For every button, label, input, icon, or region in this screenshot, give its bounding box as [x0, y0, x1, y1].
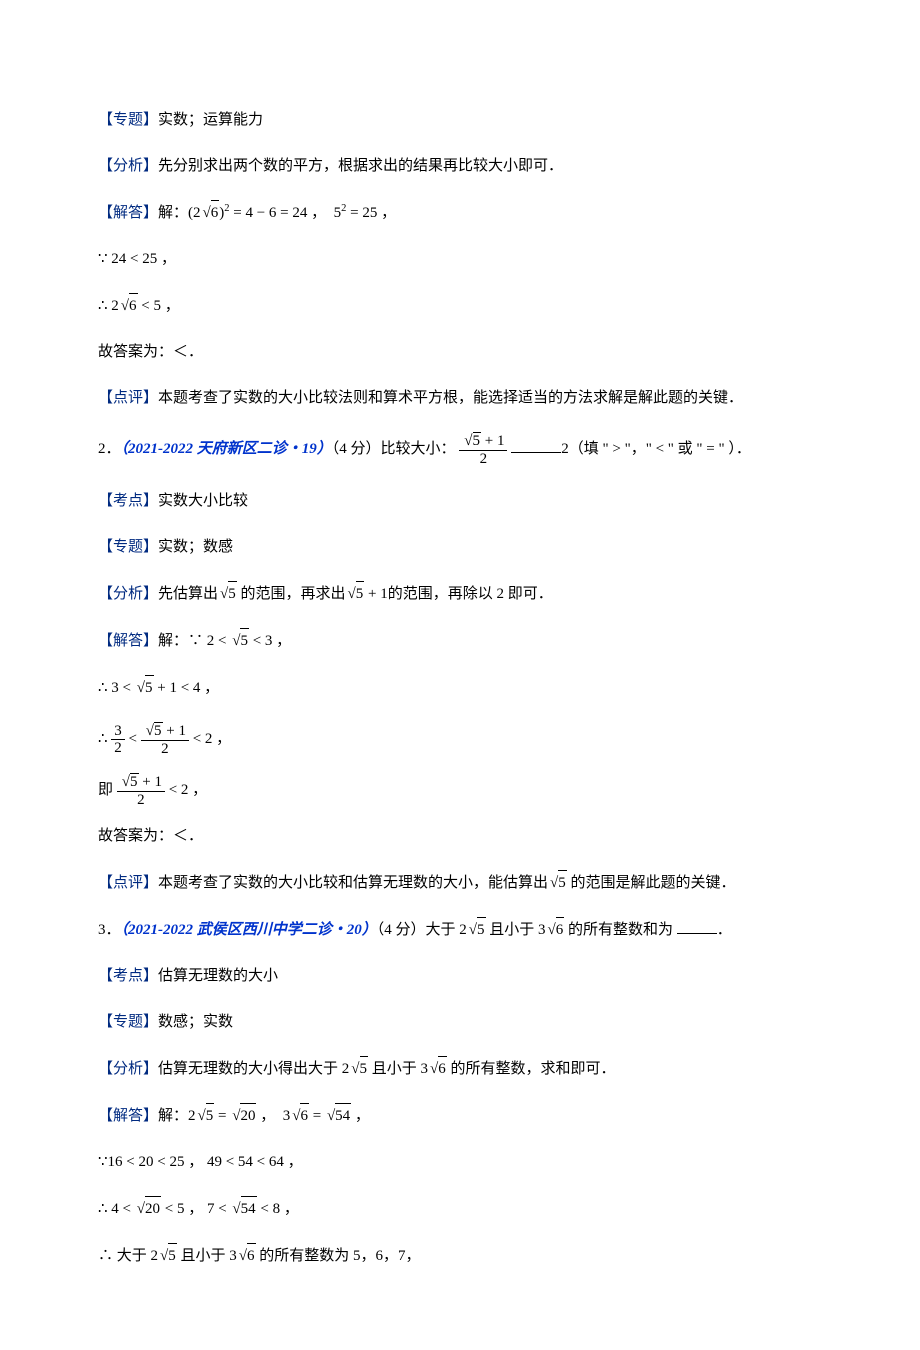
- q3-step1: ∵16 < 20 < 25 ， 49 < 54 < 64 ，: [98, 1150, 822, 1174]
- q3-jieda: 【解答】解：25 = 20 ， 36 = 54 ，: [98, 1103, 822, 1128]
- q2-step2: ∴ 3 2 < 5 + 1 2 < 2 ，: [98, 722, 822, 757]
- zhuanti-label: 【专题】: [98, 112, 158, 128]
- q2-source: （2021-2022 天府新区二诊・19）: [121, 441, 332, 457]
- q1-jieda: 【解答】解：(26)2 = 4 − 6 = 24 ， 52 = 25 ，: [98, 200, 822, 225]
- answer-blank: [511, 438, 561, 453]
- q3-fenxi: 【分析】估算无理数的大小得出大于 25 且小于 36 的所有整数，求和即可．: [98, 1056, 822, 1081]
- q2-kaodian: 【考点】实数大小比较: [98, 489, 822, 513]
- q3-kaodian: 【考点】估算无理数的大小: [98, 964, 822, 988]
- q3-source: （2021-2022 武侯区西川中学二诊・20）: [121, 922, 377, 938]
- q2-stem: 2．（2021-2022 天府新区二诊・19）（4 分）比较大小： 5 + 1 …: [98, 432, 822, 467]
- fraction: 5 + 1 2: [459, 432, 507, 467]
- answer-blank: [677, 919, 717, 934]
- q1-step3: ∴ 26 < 5 ，: [98, 293, 822, 318]
- q3-zhuanti: 【专题】数感；实数: [98, 1010, 822, 1034]
- q1-fenxi: 【分析】先分别求出两个数的平方，根据求出的结果再比较大小即可．: [98, 154, 822, 178]
- q3-stem: 3．（2021-2022 武侯区西川中学二诊・20）（4 分）大于 25 且小于…: [98, 917, 822, 942]
- q1-step2: ∵ 24 < 25 ，: [98, 247, 822, 271]
- q3-step2: ∴ 4 < 20 < 5 ， 7 < 54 < 8 ，: [98, 1196, 822, 1221]
- q2-answer: 故答案为：＜．: [98, 824, 822, 848]
- q1-answer: 故答案为：＜．: [98, 340, 822, 364]
- q3-step3: ∴ 大于 25 且小于 36 的所有整数为 5，6，7，: [98, 1243, 822, 1268]
- q2-jieda: 【解答】解：∵ 2 < 5 < 3 ，: [98, 628, 822, 653]
- q1-zhuanti: 【专题】实数；运算能力: [98, 108, 822, 132]
- q1-dianping: 【点评】本题考查了实数的大小比较法则和算术平方根，能选择适当的方法求解是解此题的…: [98, 386, 822, 410]
- q2-fenxi: 【分析】先估算出5 的范围，再求出5 + 1的范围，再除以 2 即可．: [98, 581, 822, 606]
- q2-step3: 即 5 + 1 2 < 2 ，: [98, 773, 822, 808]
- fenxi-label: 【分析】: [98, 158, 158, 174]
- q2-step1: ∴ 3 < 5 + 1 < 4 ，: [98, 675, 822, 700]
- q2-dianping: 【点评】本题考查了实数的大小比较和估算无理数的大小，能估算出5 的范围是解此题的…: [98, 870, 822, 895]
- q2-zhuanti: 【专题】实数；数感: [98, 535, 822, 559]
- q1-zhuanti-text: 实数；运算能力: [158, 112, 263, 128]
- sqrt: 6: [201, 200, 220, 225]
- jieda-label: 【解答】: [98, 205, 158, 221]
- dianping-label: 【点评】: [98, 390, 158, 406]
- q1-fenxi-text: 先分别求出两个数的平方，根据求出的结果再比较大小即可．: [158, 158, 563, 174]
